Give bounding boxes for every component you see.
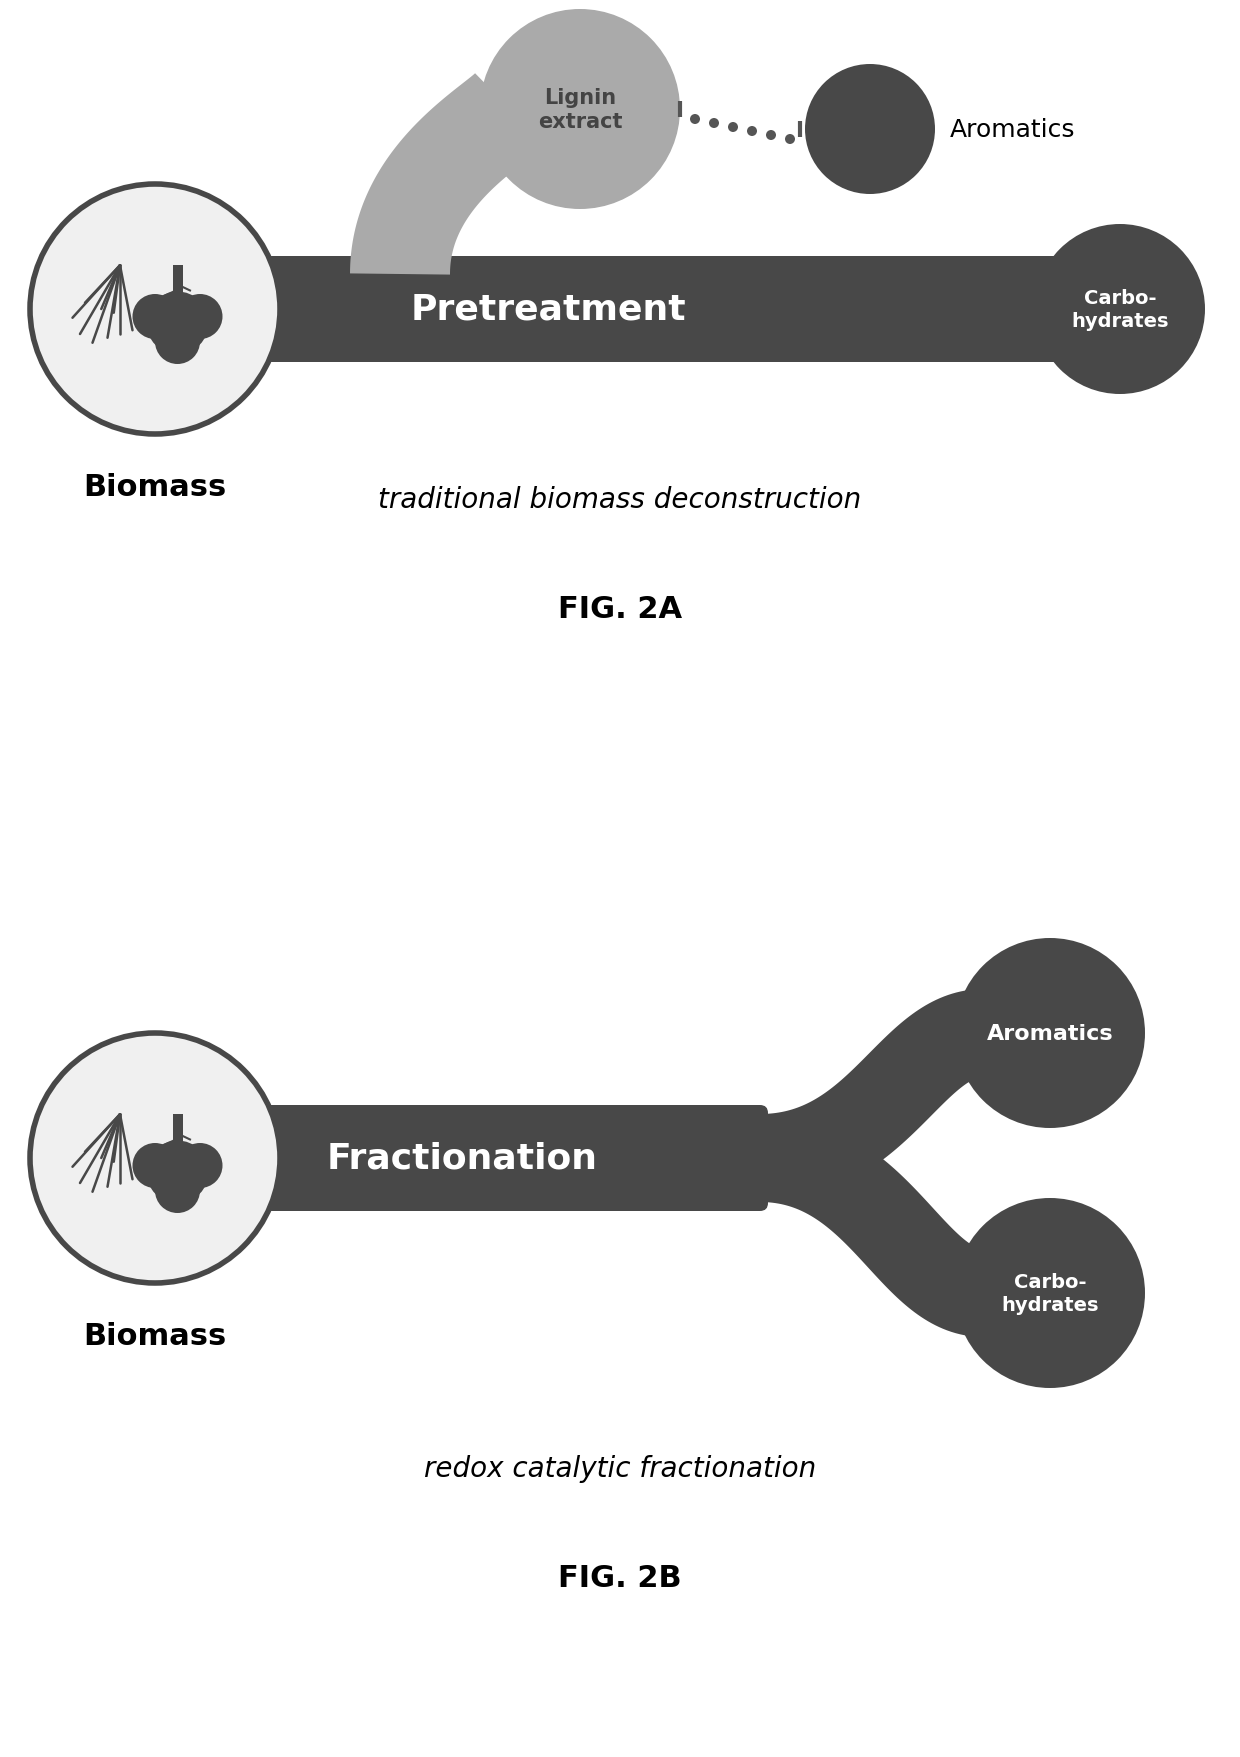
Circle shape xyxy=(728,123,738,134)
Circle shape xyxy=(155,320,200,365)
Circle shape xyxy=(133,1144,177,1188)
Circle shape xyxy=(133,295,177,339)
Bar xyxy=(172,265,182,300)
Circle shape xyxy=(689,114,701,125)
Text: redox catalytic fractionation: redox catalytic fractionation xyxy=(424,1455,816,1483)
Circle shape xyxy=(177,1144,222,1188)
Circle shape xyxy=(709,119,719,128)
Polygon shape xyxy=(350,74,544,276)
Text: traditional biomass deconstruction: traditional biomass deconstruction xyxy=(378,485,862,513)
Circle shape xyxy=(177,295,222,339)
Text: Biomass: Biomass xyxy=(83,473,227,503)
Text: FIG. 2A: FIG. 2A xyxy=(558,596,682,624)
Polygon shape xyxy=(759,1114,985,1337)
Text: Aromatics: Aromatics xyxy=(950,118,1075,142)
Circle shape xyxy=(955,938,1145,1128)
Circle shape xyxy=(480,11,680,209)
Ellipse shape xyxy=(146,299,208,336)
Text: Aromatics: Aromatics xyxy=(987,1023,1114,1044)
Text: Pretreatment: Pretreatment xyxy=(410,293,686,327)
Circle shape xyxy=(146,1140,208,1204)
Bar xyxy=(172,1114,182,1149)
Text: Biomass: Biomass xyxy=(83,1321,227,1349)
FancyBboxPatch shape xyxy=(157,1105,768,1211)
Text: FIG. 2B: FIG. 2B xyxy=(558,1564,682,1592)
Circle shape xyxy=(30,184,280,434)
Text: Lignin
extract: Lignin extract xyxy=(538,88,622,132)
Circle shape xyxy=(1035,225,1205,395)
Ellipse shape xyxy=(146,1147,208,1184)
Text: Carbo-
hydrates: Carbo- hydrates xyxy=(1071,288,1169,330)
Polygon shape xyxy=(759,989,985,1202)
Text: Fractionation: Fractionation xyxy=(327,1142,598,1175)
Circle shape xyxy=(785,135,795,144)
Circle shape xyxy=(766,132,776,141)
Text: Carbo-
hydrates: Carbo- hydrates xyxy=(1001,1272,1099,1314)
Circle shape xyxy=(30,1033,280,1283)
Circle shape xyxy=(155,1168,200,1214)
Circle shape xyxy=(746,127,756,137)
Circle shape xyxy=(805,65,935,195)
Circle shape xyxy=(146,292,208,355)
Circle shape xyxy=(955,1198,1145,1388)
FancyBboxPatch shape xyxy=(157,257,1087,362)
